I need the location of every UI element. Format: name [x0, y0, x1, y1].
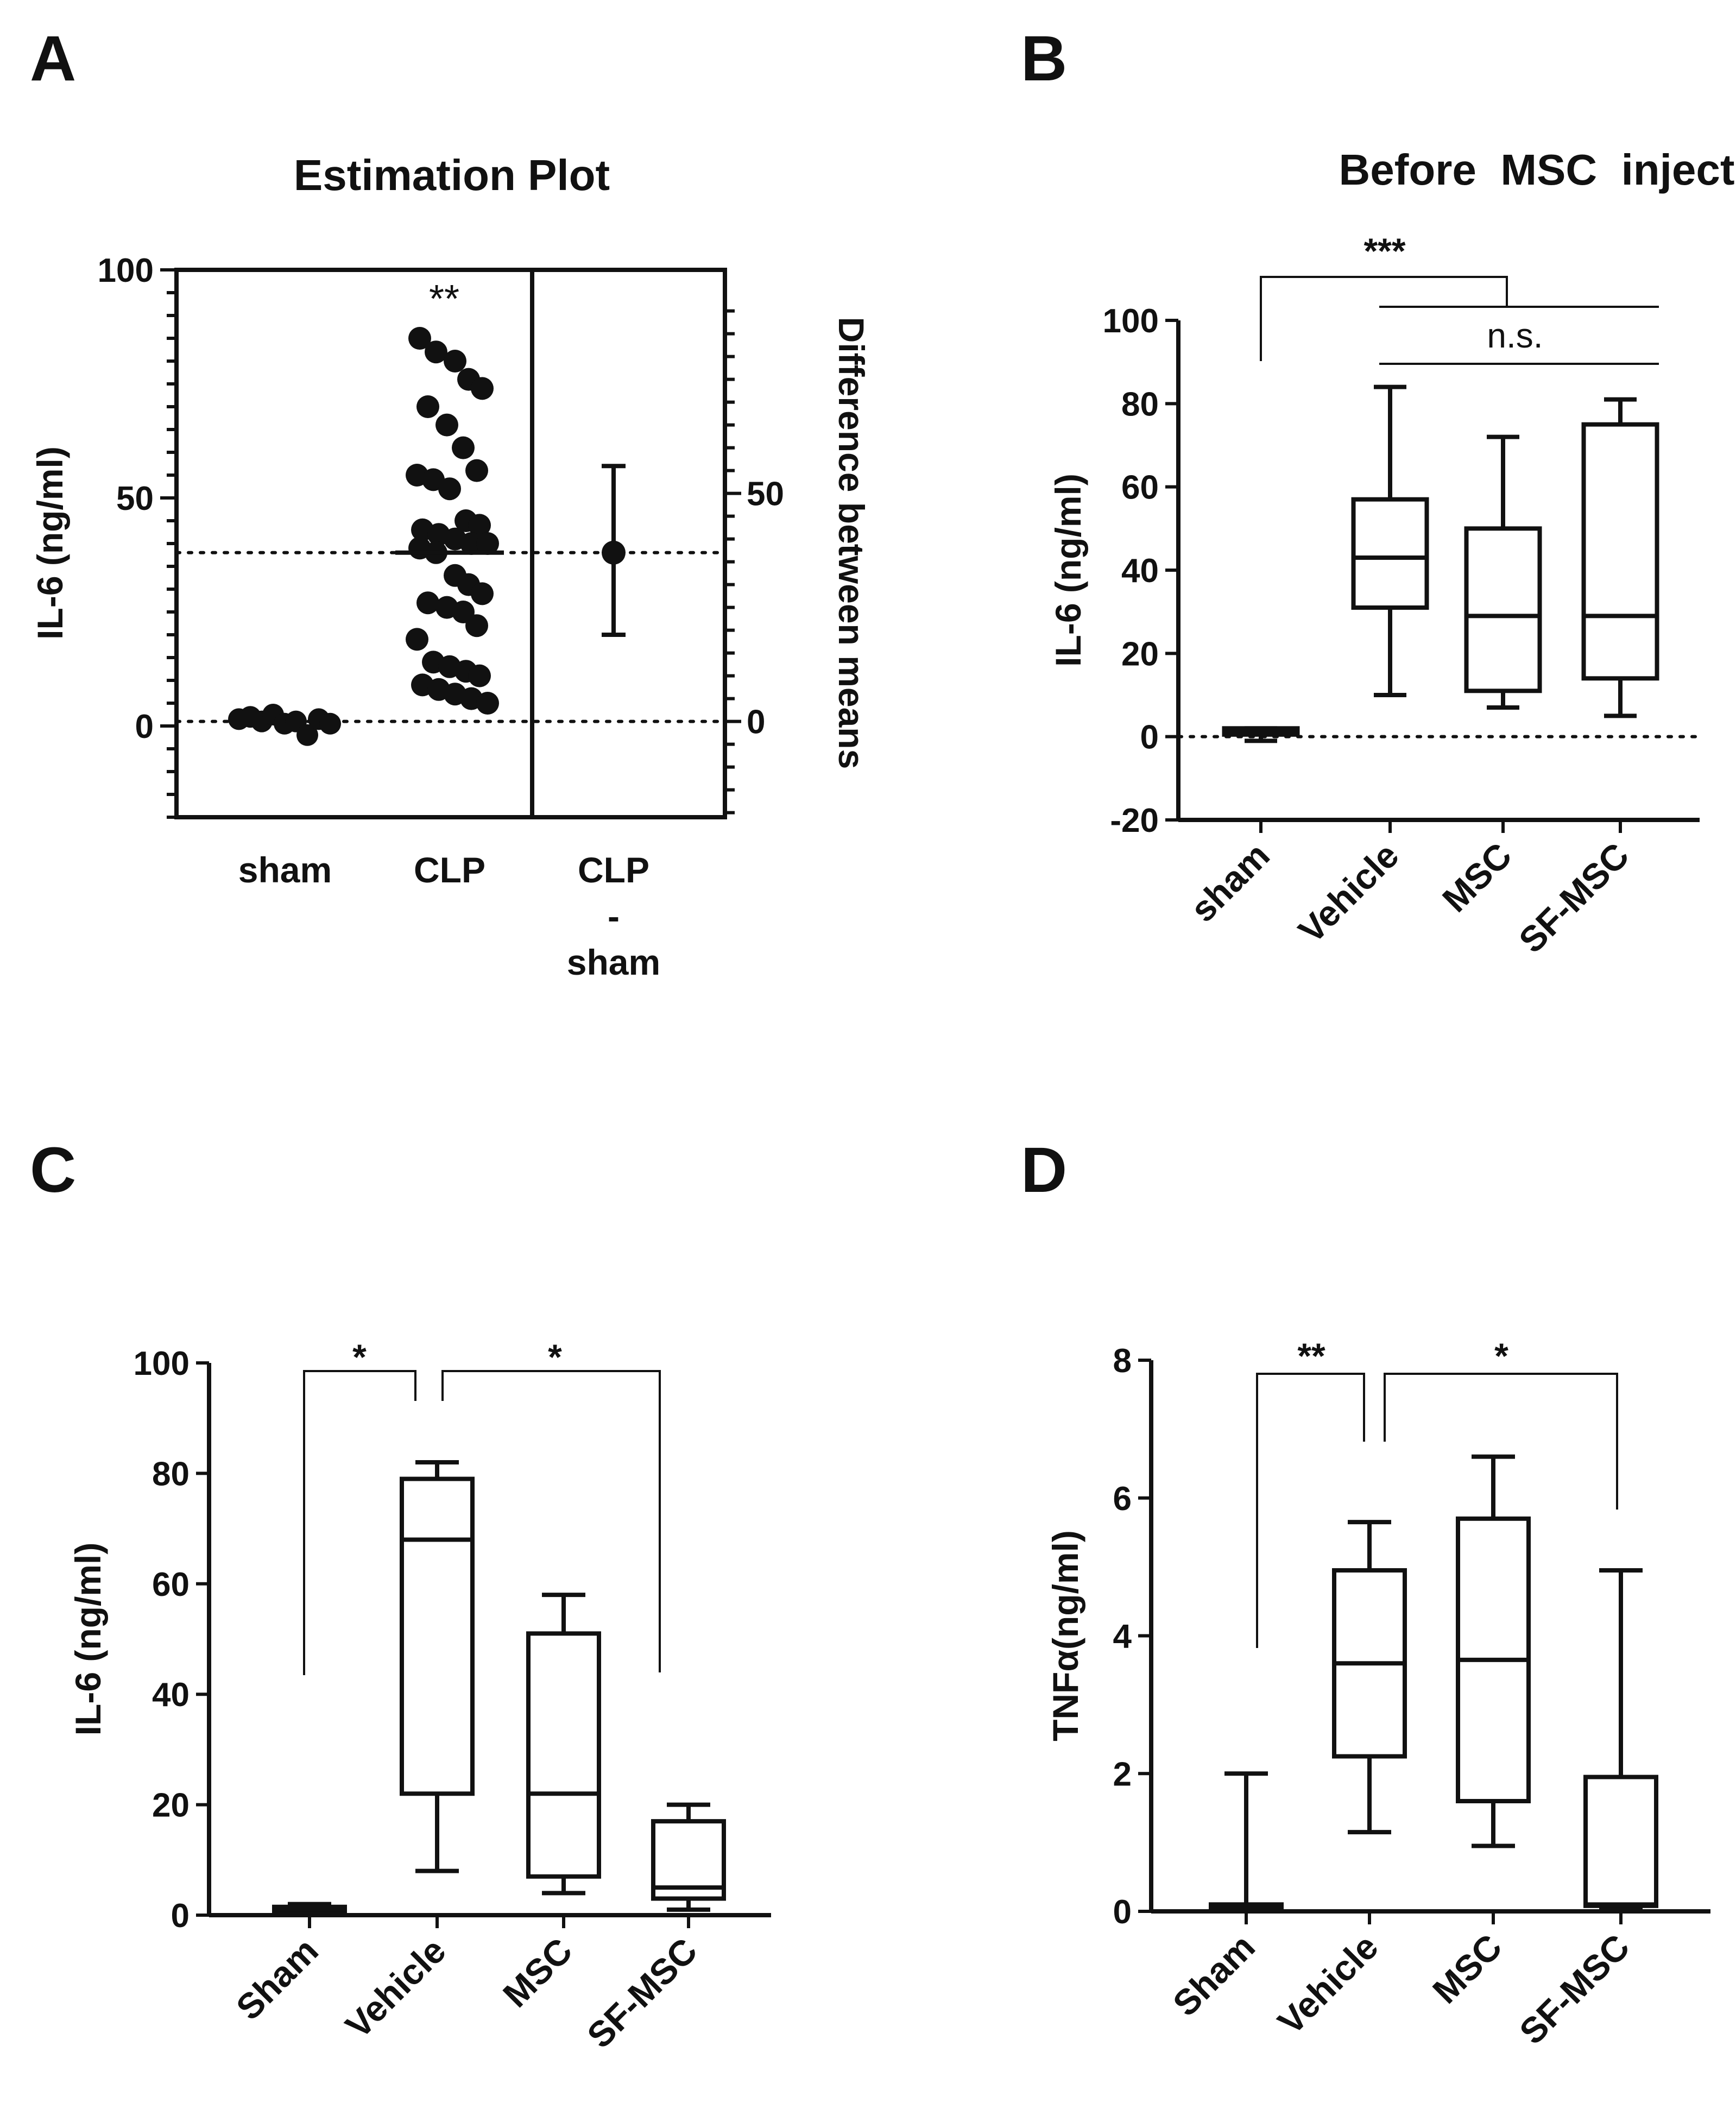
- panel-a-x-tick-label: sham: [567, 942, 660, 982]
- panel-a-clp-point: [476, 532, 499, 555]
- panel-a-clp-point: [465, 459, 488, 482]
- panel-c-box-plot: 0 20 40 60 80 100 IL-6 (ng/ml) Sham Vehicle MSCSF…: [68, 1337, 771, 2056]
- panelc-y-axis-label: IL-6 (ng/ml): [68, 1543, 108, 1736]
- panel-c-bracket-sham-vs-vehicle: [303, 1370, 416, 1675]
- panel-d-significance-label: *: [1494, 1336, 1508, 1376]
- panel-a-sham-point: [319, 712, 341, 735]
- panelb-y-axis-label: IL-6 (ng/ml): [1048, 473, 1088, 667]
- panel-a-y-tick-label: 50: [116, 480, 154, 517]
- panel-a-x-tick-labels: sham CLP CLP - sham: [238, 850, 660, 982]
- panel-a-clp-point: [435, 413, 458, 437]
- paneld-y-axis-label: TNFα(ng/ml): [1045, 1530, 1085, 1741]
- panelc-y-tick-label: 80: [152, 1455, 190, 1493]
- panel-a-clp-point: [471, 582, 494, 605]
- panel-a-significance-label: **: [429, 277, 459, 321]
- paneld-y-tick-label: 6: [1113, 1480, 1132, 1518]
- panelc-y-tick-label: 100: [134, 1345, 190, 1382]
- paneld-box-sf-msc-iqr: [1583, 1775, 1658, 1908]
- panel-a-y-tick-label: 0: [135, 708, 154, 746]
- panel-a-clp-point: [416, 591, 439, 615]
- panelb-y-tick-label: 0: [1140, 719, 1159, 756]
- panel-b-box-plot: -20 0 20 40 60 80 100 IL-6 (ng/ml) sham Vehicle MS…: [1048, 231, 1701, 961]
- panel-b-title: Before MSC injection: [1339, 146, 1736, 194]
- panel-a-y2-axis-label: Difference between means: [831, 317, 872, 769]
- panel-c-significance-label: *: [548, 1337, 562, 1377]
- panel-a-y-tick-label: 100: [98, 252, 154, 289]
- panel-a-estimation-plot: 0 50 100 0 50 IL-6 (ng/ml) Difference between …: [30, 252, 872, 982]
- panel-a-clp-point: [444, 350, 466, 372]
- panel-c-bracket-vehicle-vs-sfmsc: [441, 1370, 661, 1672]
- panel-b-significance-label: ***: [1363, 231, 1405, 271]
- panel-b-ns-label: n.s.: [1487, 316, 1543, 355]
- panel-a-clp-point: [468, 514, 491, 537]
- panel-a-difference-mean-point: [602, 540, 626, 565]
- panel-a-y-axis-label: IL-6 (ng/ml): [30, 446, 70, 640]
- panelc-box-msc-iqr: [526, 1631, 601, 1879]
- panelb-x-tick-label: MSC: [1435, 835, 1519, 920]
- paneld-y-tick-label: 4: [1113, 1618, 1132, 1656]
- panel-a-clp-point: [460, 532, 483, 555]
- panelb-y-tick-label: 60: [1121, 469, 1159, 507]
- panelb-y-tick-label: 20: [1121, 635, 1159, 673]
- paneld-x-tick-label: SF-MSC: [1512, 1927, 1637, 2052]
- panelb-y-tick-label: 100: [1103, 302, 1159, 340]
- panel-a-sham-point: [296, 724, 318, 746]
- panel-d-significance-label: **: [1297, 1336, 1325, 1376]
- panelb-y-tick-label: 80: [1121, 386, 1159, 423]
- panel-a-clp-point: [471, 377, 494, 400]
- panel-a-clp-point: [408, 327, 431, 350]
- panel-letter-a: A: [30, 23, 76, 94]
- panel-a-clp-point: [452, 436, 475, 459]
- panelb-x-tick-label: SF-MSC: [1511, 835, 1637, 961]
- panel-a-x-tick-label: sham: [238, 850, 332, 890]
- panelb-box-vehicle-iqr: [1351, 497, 1429, 610]
- panel-letter-b: B: [1021, 23, 1067, 94]
- panelc-y-tick-label: 40: [152, 1676, 190, 1714]
- panel-letter-c: C: [30, 1134, 76, 1206]
- panelb-box-sf-msc-iqr: [1581, 422, 1659, 681]
- panel-b-bracket-sham-vs-treated: [1260, 276, 1508, 361]
- panelc-box-vehicle-iqr: [400, 1476, 475, 1796]
- panel-a-y2-tick-label: 50: [747, 476, 784, 513]
- panelc-x-tick-label: SF-MSC: [579, 1930, 705, 2056]
- panel-a-clp-point: [416, 395, 439, 418]
- panelb-box-msc-iqr: [1464, 526, 1542, 693]
- panelb-x-tick-label: sham: [1183, 835, 1277, 930]
- panel-a-clp-point: [468, 664, 491, 687]
- panelb-x-tick-label: Vehicle: [1291, 835, 1406, 951]
- panelc-x-tick-label: MSC: [495, 1930, 580, 2015]
- panelc-y-tick-label: 60: [152, 1566, 190, 1603]
- paneld-y-tick-label: 2: [1113, 1756, 1132, 1793]
- panel-a-y2-tick-label: 0: [747, 704, 765, 741]
- panel-a-clp-point: [476, 692, 499, 715]
- panelc-y-tick-label: 0: [171, 1897, 190, 1935]
- paneld-x-tick-label: Sham: [1165, 1927, 1262, 2024]
- paneld-x-tick-label: Vehicle: [1270, 1927, 1386, 2042]
- panelb-y-tick-label: -20: [1110, 802, 1159, 839]
- panel-c-significance-label: *: [352, 1337, 367, 1377]
- panel-d-bracket-vehicle-vs-sfmsc: [1384, 1373, 1618, 1510]
- panelc-x-tick-label: Sham: [228, 1930, 325, 2028]
- panel-a-x-tick-label: CLP: [414, 850, 485, 890]
- panel-a-clp-point: [406, 628, 428, 651]
- paneld-y-tick-label: 0: [1113, 1893, 1132, 1931]
- panelc-x-tick-label: Vehicle: [338, 1930, 453, 2046]
- panel-a-title: Estimation Plot: [294, 151, 610, 199]
- panel-a-clp-point: [425, 340, 447, 364]
- paneld-y-tick-label: 8: [1113, 1342, 1132, 1380]
- panel-a-clp-point: [438, 477, 461, 501]
- panel-a-x-tick-label: -: [608, 896, 620, 936]
- panel-d-bracket-sham-vs-vehicle: [1256, 1373, 1365, 1648]
- panelb-y-tick-label: 40: [1121, 552, 1159, 590]
- panel-letter-d: D: [1021, 1134, 1067, 1206]
- panel-a-x-tick-label: CLP: [578, 850, 649, 890]
- panel-a-clp-point: [465, 614, 488, 637]
- panelc-y-tick-label: 20: [152, 1787, 190, 1824]
- paneld-x-tick-label: MSC: [1425, 1927, 1510, 2011]
